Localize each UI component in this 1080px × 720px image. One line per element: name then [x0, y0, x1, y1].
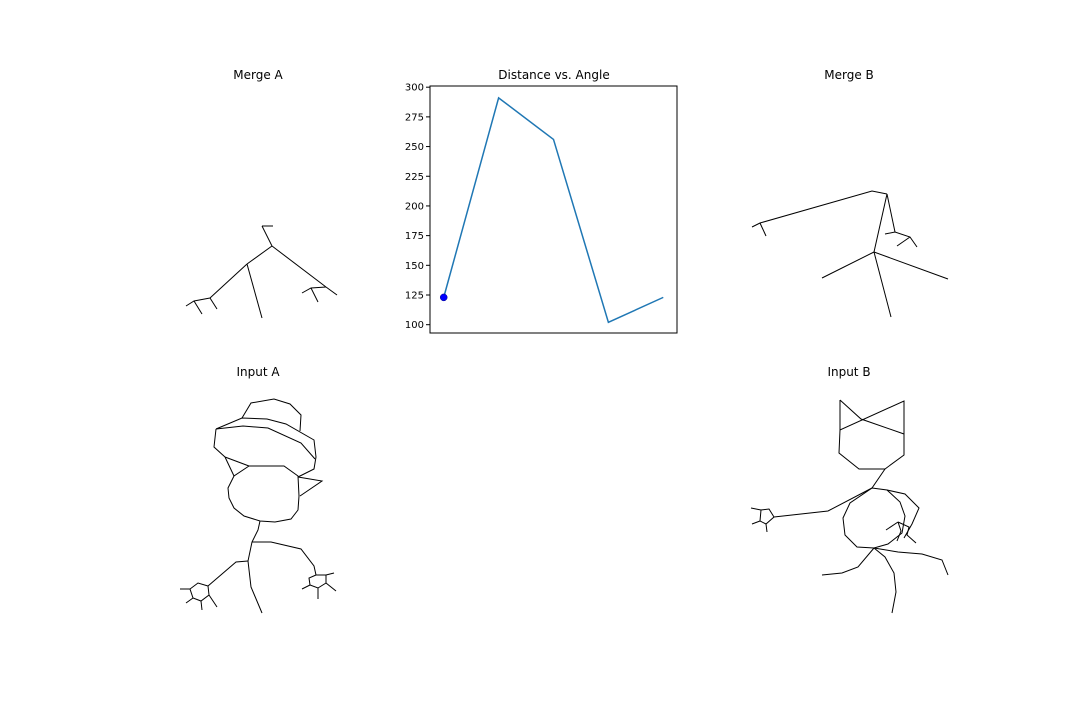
merge-a-title: Merge A: [233, 68, 283, 82]
y-tick-label: 200: [405, 201, 424, 212]
y-tick-label: 300: [405, 83, 424, 94]
input-a-title: Input A: [236, 365, 280, 379]
y-tick-label: 225: [405, 172, 424, 183]
highlight-point: [439, 293, 448, 302]
y-tick-label: 275: [405, 112, 424, 123]
input-a-drawing: [180, 398, 337, 614]
y-tick-label: 150: [405, 261, 424, 272]
merge-a-skeleton: [185, 225, 338, 319]
merge-b-title: Merge B: [824, 68, 874, 82]
y-tick-label: 100: [405, 320, 424, 331]
chart-title: Distance vs. Angle: [498, 68, 610, 82]
series-line: [442, 96, 664, 324]
chart-y-axis: 100 125 150 175 200 225 250 275 300: [405, 83, 430, 331]
y-tick-label: 175: [405, 231, 424, 242]
y-tick-label: 250: [405, 142, 424, 153]
input-b-drawing: [750, 399, 949, 614]
chart-plot-area: [429, 85, 678, 334]
y-tick-label: 125: [405, 291, 424, 302]
input-b-title: Input B: [827, 365, 871, 379]
chart-series: [439, 96, 664, 324]
merge-b-skeleton: [751, 190, 949, 318]
